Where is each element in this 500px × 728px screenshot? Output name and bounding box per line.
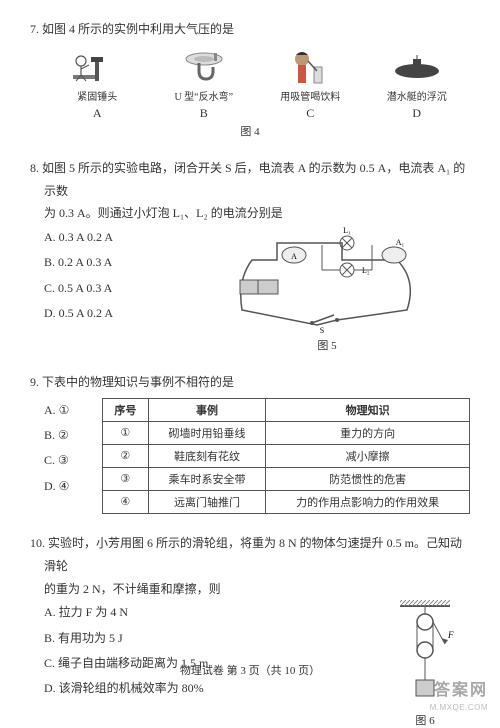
q10-fig-label: 图 6 (415, 712, 434, 728)
table-row: ①砌墙时用铅垂线重力的方向 (103, 421, 470, 444)
circuit-diagram-icon: A A₁ L₁ L₂ S (222, 225, 432, 335)
q10-stem1: 10. 实验时，小芳用图 6 所示的滑轮组，将重为 8 N 的物体匀速提升 0.… (30, 532, 470, 578)
q7-opt-c: C (275, 106, 345, 121)
q7-caption-c: 用吸管喝饮料 (280, 91, 340, 104)
q7-opt-d: D (382, 106, 452, 121)
q7-item-c: 用吸管喝饮料 (275, 47, 345, 104)
question-9: 9. 下表中的物理知识与事例不相符的是 A. ① B. ② C. ③ D. ④ … (30, 371, 470, 514)
q7-item-b: U 型“反水弯” (169, 47, 239, 104)
q8-opt-a: A. 0.3 A 0.2 A (44, 225, 184, 250)
straw-drink-icon (280, 47, 340, 89)
q9-options: A. ① B. ② C. ③ D. ④ (44, 398, 92, 514)
q10-opt-d: D. 该滑轮组的机械效率为 80% (44, 676, 380, 701)
watermark: 答案网 (434, 676, 488, 700)
page-footer: 物理试卷 第 3 页（共 10 页） (0, 662, 500, 678)
q8-stem2: 为 0.3 A。则通过小灯泡 L₁、L₂ 的电流分别是 (30, 202, 470, 225)
table-row: ③乘车时系安全带防范惯性的危害 (103, 467, 470, 490)
q8-fig-label: 图 5 (317, 337, 336, 353)
q9-opt-a: A. ① (44, 398, 92, 423)
q10-stem2: 的重为 2 N，不计绳重和摩擦，则 (30, 578, 470, 601)
q10-opt-b: B. 有用功为 5 J (44, 626, 380, 651)
question-10: 10. 实验时，小芳用图 6 所示的滑轮组，将重为 8 N 的物体匀速提升 0.… (30, 532, 470, 728)
q7-caption-a: 紧固锤头 (77, 91, 117, 104)
q7-caption-b: U 型“反水弯” (174, 91, 233, 104)
table-row: ②鞋底刻有花纹减小摩擦 (103, 444, 470, 467)
q9-stem: 9. 下表中的物理知识与事例不相符的是 (30, 371, 470, 394)
q7-opt-b: B (169, 106, 239, 121)
svg-text:A₁: A₁ (396, 238, 405, 247)
svg-text:L₁: L₁ (343, 226, 351, 235)
q9-opt-b: B. ② (44, 423, 92, 448)
q8-options: A. 0.3 A 0.2 A B. 0.2 A 0.3 A C. 0.5 A 0… (44, 225, 184, 353)
svg-text:F: F (447, 630, 454, 640)
q8-opt-d: D. 0.5 A 0.2 A (44, 301, 184, 326)
q7-caption-d: 潜水艇的浮沉 (387, 91, 447, 104)
q7-image-row: 紧固锤头 U 型“反水弯” (44, 47, 470, 104)
q8-figure: A A₁ L₁ L₂ S 图 5 (184, 225, 470, 353)
q7-options: A B C D (44, 106, 470, 121)
q8-stem1: 8. 如图 5 所示的实验电路，闭合开关 S 后，电流表 A 的示数为 0.5 … (30, 157, 470, 203)
hammer-icon (67, 47, 127, 89)
q9-table: 序号事例物理知识 ①砌墙时用铅垂线重力的方向 ②鞋底刻有花纹减小摩擦 ③乘车时系… (102, 398, 470, 514)
q10-opt-a: A. 拉力 F 为 4 N (44, 600, 380, 625)
question-7: 7. 如图 4 所示的实例中利用大气压的是 紧固锤头 (30, 18, 470, 139)
sink-trap-icon (174, 47, 234, 89)
q8-opt-c: C. 0.5 A 0.3 A (44, 276, 184, 301)
q8-opt-b: B. 0.2 A 0.3 A (44, 250, 184, 275)
q7-opt-a: A (62, 106, 132, 121)
q9-opt-c: C. ③ (44, 448, 92, 473)
submarine-icon (387, 47, 447, 89)
table-row: ④远离门轴推门力的作用点影响力的作用效果 (103, 490, 470, 513)
q7-item-d: 潜水艇的浮沉 (382, 47, 452, 104)
question-8: 8. 如图 5 所示的实验电路，闭合开关 S 后，电流表 A 的示数为 0.5 … (30, 157, 470, 353)
q7-item-a: 紧固锤头 (62, 47, 132, 104)
q7-fig-label: 图 4 (30, 123, 470, 139)
q9-opt-d: D. ④ (44, 474, 92, 499)
q7-stem: 7. 如图 4 所示的实例中利用大气压的是 (30, 18, 470, 41)
svg-text:S: S (320, 326, 324, 335)
svg-text:A: A (291, 252, 297, 261)
watermark-url: M.MXQE.COM (430, 703, 488, 712)
table-row: 序号事例物理知识 (103, 398, 470, 421)
